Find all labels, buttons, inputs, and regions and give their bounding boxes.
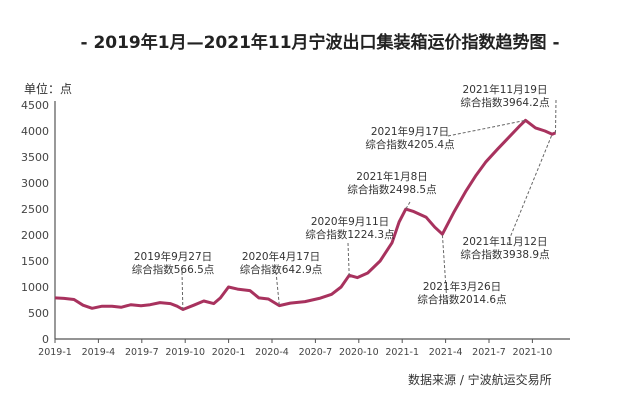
annotation-leader bbox=[347, 242, 350, 276]
annotation-value: 综合指数1224.3点 bbox=[305, 228, 394, 241]
annotation-value: 综合指数566.5点 bbox=[132, 263, 215, 276]
annotation-leader bbox=[447, 119, 526, 137]
annotation-value: 综合指数2014.6点 bbox=[417, 293, 506, 306]
x-tick-label: 2021-7 bbox=[472, 347, 506, 358]
annotation-leader bbox=[441, 234, 448, 304]
index-line bbox=[54, 118, 557, 311]
y-tick-label: 1500 bbox=[21, 255, 49, 268]
annotation-date: 2021年1月8日 bbox=[356, 170, 428, 183]
y-tick-label: 1000 bbox=[21, 281, 49, 294]
annotation-date: 2021年11月19日 bbox=[463, 83, 548, 96]
y-tick-label: 4000 bbox=[21, 125, 49, 138]
annotation-date: 2020年4月17日 bbox=[242, 250, 320, 263]
x-tick-label: 2021-4 bbox=[429, 347, 463, 358]
chart-title: - 2019年1月—2021年11月宁波出口集装箱运价指数趋势图 - bbox=[80, 33, 560, 53]
x-tick-label: 2020-7 bbox=[299, 347, 333, 358]
y-tick-label: 3500 bbox=[21, 151, 49, 164]
annotation-value: 综合指数3964.2点 bbox=[460, 96, 549, 109]
data-source: 数据来源 / 宁波航运交易所 bbox=[408, 373, 552, 387]
x-tick-label: 2021-1 bbox=[385, 347, 419, 358]
x-tick-label: 2019-10 bbox=[165, 347, 205, 358]
annotation-value: 综合指数3938.9点 bbox=[460, 248, 549, 261]
annotation-leader bbox=[405, 201, 411, 210]
y-tick-label: 0 bbox=[42, 333, 49, 346]
x-tick-label: 2020-4 bbox=[255, 347, 289, 358]
y-axis-unit: 单位：点 bbox=[24, 82, 73, 96]
y-tick-label: 3000 bbox=[21, 177, 49, 190]
y-tick-label: 2000 bbox=[21, 229, 49, 242]
annotation-date: 2021年9月17日 bbox=[371, 125, 449, 138]
annotation-date: 2021年11月12日 bbox=[463, 235, 548, 248]
y-tick-label: 4500 bbox=[21, 99, 49, 112]
annotation-value: 综合指数4205.4点 bbox=[365, 138, 454, 151]
annotation-value: 综合指数2498.5点 bbox=[347, 183, 436, 196]
y-tick-label: 500 bbox=[28, 307, 49, 320]
x-tick-label: 2020-1 bbox=[212, 347, 246, 358]
annotation-date: 2021年3月26日 bbox=[423, 280, 501, 293]
annotation-date: 2019年9月27日 bbox=[134, 250, 212, 263]
x-tick-label: 2019-7 bbox=[125, 347, 159, 358]
annotation-date: 2020年9月11日 bbox=[311, 215, 389, 228]
x-tick-label: 2019-4 bbox=[82, 347, 116, 358]
x-tick-label: 2019-1 bbox=[38, 347, 72, 358]
annotation-leader bbox=[275, 271, 280, 306]
annotation-leader bbox=[506, 133, 553, 246]
annotation-leader bbox=[181, 271, 184, 310]
x-tick-label: 2020-10 bbox=[339, 347, 379, 358]
y-tick-label: 2500 bbox=[21, 203, 49, 216]
annotation-value: 综合指数642.9点 bbox=[240, 263, 323, 276]
x-tick-label: 2021-10 bbox=[513, 347, 553, 358]
annotation-leader bbox=[554, 99, 557, 133]
